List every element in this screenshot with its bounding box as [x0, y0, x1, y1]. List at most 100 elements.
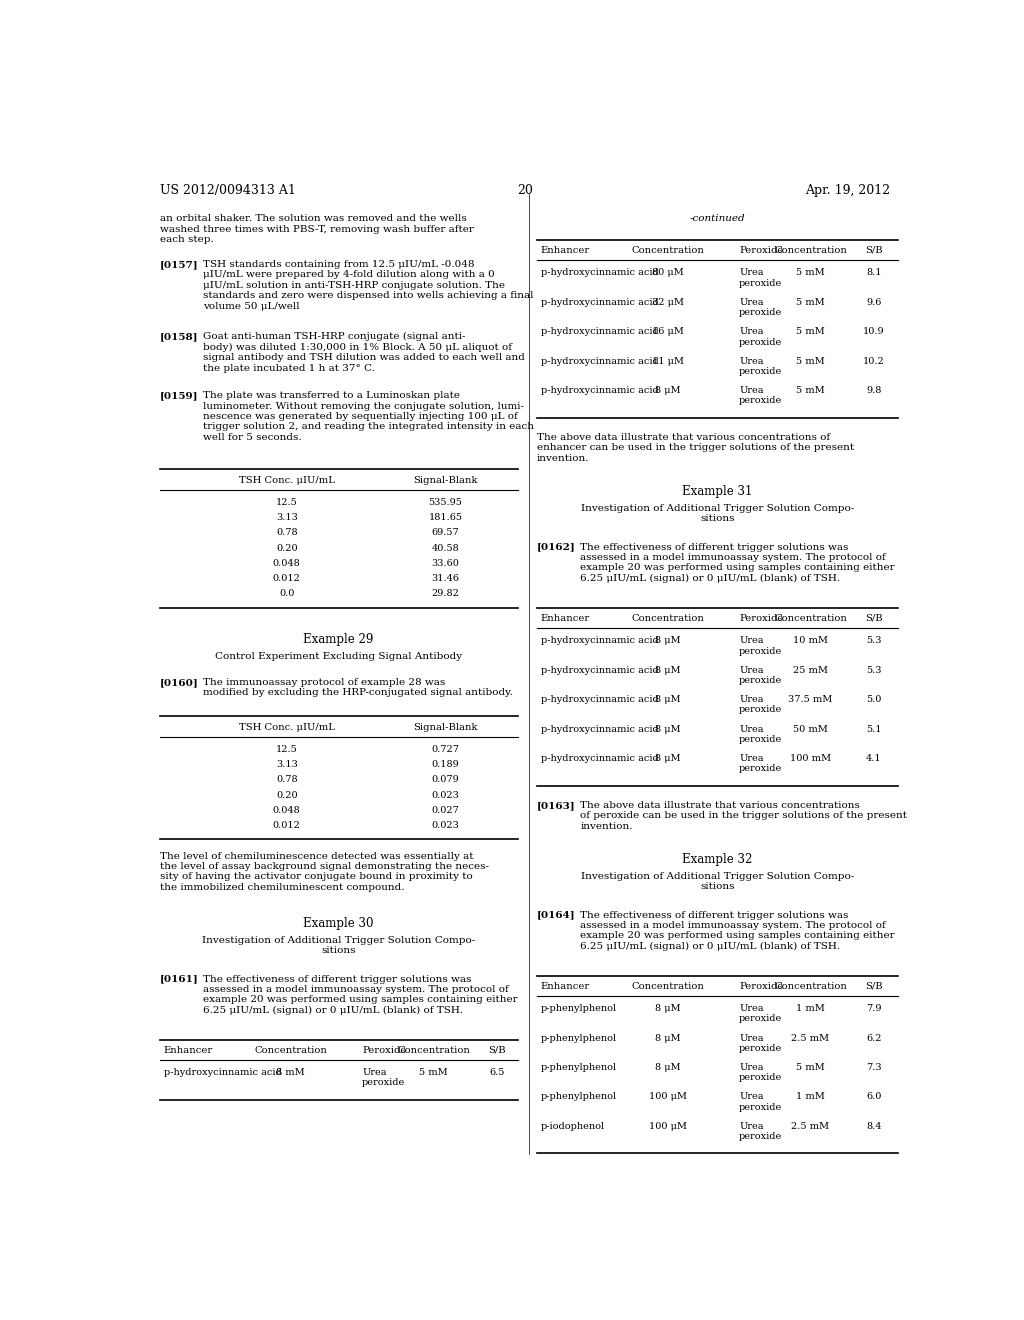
- Text: 7.9: 7.9: [866, 1005, 882, 1012]
- Text: 100 μM: 100 μM: [648, 1122, 687, 1131]
- Text: p-hydroxycinnamic acid: p-hydroxycinnamic acid: [541, 327, 658, 337]
- Text: Concentration: Concentration: [774, 982, 847, 991]
- Text: 8 μM: 8 μM: [654, 1034, 681, 1043]
- Text: 5 mM: 5 mM: [419, 1068, 447, 1077]
- Text: Concentration: Concentration: [631, 982, 705, 991]
- Text: 2.5 mM: 2.5 mM: [792, 1034, 829, 1043]
- Text: 5 mM: 5 mM: [796, 385, 825, 395]
- Text: Urea
peroxide: Urea peroxide: [739, 725, 782, 744]
- Text: 9.8: 9.8: [866, 385, 882, 395]
- Text: 25 mM: 25 mM: [793, 665, 828, 675]
- Text: Peroxide: Peroxide: [739, 982, 783, 991]
- Text: 11 μM: 11 μM: [651, 356, 684, 366]
- Text: 29.82: 29.82: [431, 589, 460, 598]
- Text: [0157]: [0157]: [160, 260, 199, 269]
- Text: 8 μM: 8 μM: [654, 665, 681, 675]
- Text: 0.727: 0.727: [431, 744, 460, 754]
- Text: p-hydroxycinnamic acid: p-hydroxycinnamic acid: [164, 1068, 282, 1077]
- Text: The above data illustrate that various concentrations of
enhancer can be used in: The above data illustrate that various c…: [537, 433, 854, 462]
- Text: Example 29: Example 29: [303, 634, 374, 645]
- Text: Urea
peroxide: Urea peroxide: [739, 356, 782, 376]
- Text: 37.5 mM: 37.5 mM: [788, 696, 833, 704]
- Text: p-phenylphenol: p-phenylphenol: [541, 1093, 616, 1101]
- Text: 10.2: 10.2: [863, 356, 885, 366]
- Text: [0162]: [0162]: [537, 543, 575, 552]
- Text: Concentration: Concentration: [397, 1045, 470, 1055]
- Text: Concentration: Concentration: [254, 1045, 327, 1055]
- Text: Concentration: Concentration: [631, 614, 705, 623]
- Text: p-phenylphenol: p-phenylphenol: [541, 1005, 616, 1012]
- Text: p-hydroxycinnamic acid: p-hydroxycinnamic acid: [541, 725, 658, 734]
- Text: p-phenylphenol: p-phenylphenol: [541, 1034, 616, 1043]
- Text: 50 mM: 50 mM: [793, 725, 828, 734]
- Text: 8 μM: 8 μM: [654, 725, 681, 734]
- Text: [0164]: [0164]: [537, 911, 575, 920]
- Text: 5.0: 5.0: [866, 696, 882, 704]
- Text: Example 32: Example 32: [682, 853, 753, 866]
- Text: 8.1: 8.1: [866, 268, 882, 277]
- Text: 5.3: 5.3: [866, 636, 882, 645]
- Text: [0159]: [0159]: [160, 391, 199, 400]
- Text: 0.079: 0.079: [431, 775, 460, 784]
- Text: 1 mM: 1 mM: [796, 1005, 825, 1012]
- Text: 0.0: 0.0: [279, 589, 295, 598]
- Text: 8 mM: 8 mM: [276, 1068, 305, 1077]
- Text: Urea
peroxide: Urea peroxide: [739, 1034, 782, 1053]
- Text: 8 μM: 8 μM: [654, 385, 681, 395]
- Text: Investigation of Additional Trigger Solution Compo-
sitions: Investigation of Additional Trigger Solu…: [202, 936, 475, 956]
- Text: S/B: S/B: [865, 246, 883, 255]
- Text: Urea
peroxide: Urea peroxide: [739, 1093, 782, 1111]
- Text: an orbital shaker. The solution was removed and the wells
washed three times wit: an orbital shaker. The solution was remo…: [160, 214, 474, 244]
- Text: TSH Conc. μIU/mL: TSH Conc. μIU/mL: [239, 722, 335, 731]
- Text: 4.1: 4.1: [866, 754, 882, 763]
- Text: Investigation of Additional Trigger Solution Compo-
sitions: Investigation of Additional Trigger Solu…: [581, 504, 854, 523]
- Text: 6.2: 6.2: [866, 1034, 882, 1043]
- Text: 6.5: 6.5: [489, 1068, 505, 1077]
- Text: 0.012: 0.012: [272, 821, 301, 830]
- Text: Concentration: Concentration: [774, 246, 847, 255]
- Text: p-hydroxycinnamic acid: p-hydroxycinnamic acid: [541, 268, 658, 277]
- Text: 5 mM: 5 mM: [796, 297, 825, 306]
- Text: 80 μM: 80 μM: [651, 268, 684, 277]
- Text: 5 mM: 5 mM: [796, 327, 825, 337]
- Text: 100 μM: 100 μM: [648, 1093, 687, 1101]
- Text: Example 30: Example 30: [303, 916, 374, 929]
- Text: 16 μM: 16 μM: [651, 327, 684, 337]
- Text: 0.023: 0.023: [431, 791, 460, 800]
- Text: 8.4: 8.4: [866, 1122, 882, 1131]
- Text: 8 μM: 8 μM: [654, 696, 681, 704]
- Text: 100 mM: 100 mM: [790, 754, 831, 763]
- Text: 12.5: 12.5: [275, 744, 298, 754]
- Text: Urea
peroxide: Urea peroxide: [739, 636, 782, 656]
- Text: 32 μM: 32 μM: [651, 297, 684, 306]
- Text: 0.048: 0.048: [272, 805, 301, 814]
- Text: 0.023: 0.023: [431, 821, 460, 830]
- Text: 8 μM: 8 μM: [654, 1063, 681, 1072]
- Text: Enhancer: Enhancer: [541, 982, 590, 991]
- Text: The effectiveness of different trigger solutions was
assessed in a model immunoa: The effectiveness of different trigger s…: [581, 543, 895, 583]
- Text: US 2012/0094313 A1: US 2012/0094313 A1: [160, 183, 296, 197]
- Text: 20: 20: [517, 183, 532, 197]
- Text: 31.46: 31.46: [431, 574, 460, 583]
- Text: 7.3: 7.3: [866, 1063, 882, 1072]
- Text: 5 mM: 5 mM: [796, 1063, 825, 1072]
- Text: 12.5: 12.5: [275, 498, 298, 507]
- Text: 9.6: 9.6: [866, 297, 882, 306]
- Text: Urea
peroxide: Urea peroxide: [739, 268, 782, 288]
- Text: p-hydroxycinnamic acid: p-hydroxycinnamic acid: [541, 385, 658, 395]
- Text: S/B: S/B: [865, 982, 883, 991]
- Text: 181.65: 181.65: [428, 513, 463, 523]
- Text: Urea
peroxide: Urea peroxide: [739, 1005, 782, 1023]
- Text: 535.95: 535.95: [428, 498, 463, 507]
- Text: p-hydroxycinnamic acid: p-hydroxycinnamic acid: [541, 696, 658, 704]
- Text: 1 mM: 1 mM: [796, 1093, 825, 1101]
- Text: Example 31: Example 31: [682, 484, 753, 498]
- Text: Control Experiment Excluding Signal Antibody: Control Experiment Excluding Signal Anti…: [215, 652, 462, 661]
- Text: [0163]: [0163]: [537, 801, 575, 809]
- Text: Peroxide: Peroxide: [739, 246, 783, 255]
- Text: 33.60: 33.60: [431, 558, 460, 568]
- Text: Apr. 19, 2012: Apr. 19, 2012: [805, 183, 890, 197]
- Text: Goat anti-human TSH-HRP conjugate (signal anti-
body) was diluted 1:30,000 in 1%: Goat anti-human TSH-HRP conjugate (signa…: [204, 333, 525, 372]
- Text: Urea
peroxide: Urea peroxide: [739, 696, 782, 714]
- Text: Signal-Blank: Signal-Blank: [414, 722, 477, 731]
